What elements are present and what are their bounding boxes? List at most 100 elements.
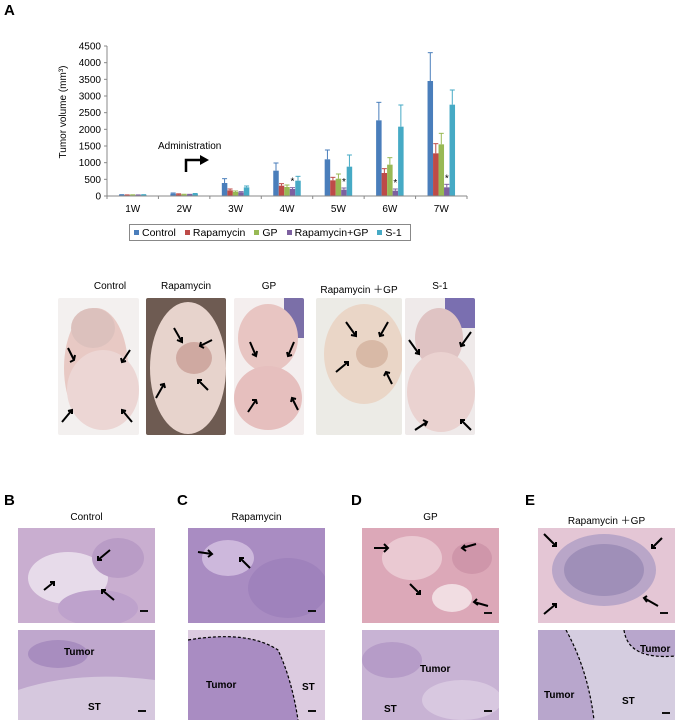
bar <box>398 126 404 196</box>
x-tick-label: 3W <box>228 204 244 215</box>
y-tick-label: 1000 <box>79 158 102 169</box>
bar <box>295 180 301 196</box>
panel-letter-c: C <box>177 492 188 509</box>
legend-label-rapamycin-gp: Rapamycin+GP <box>294 226 369 239</box>
photo-label-control: Control <box>93 281 127 292</box>
photo-label-s1: S-1 <box>432 281 448 292</box>
legend-swatch-rapamycin <box>184 230 190 235</box>
panel-letter-a: A <box>4 2 15 19</box>
mouse-photo-gp <box>234 298 304 435</box>
mouse-photo-rapamycin <box>146 298 226 435</box>
bar <box>376 120 382 196</box>
legend-swatch-s1 <box>377 230 383 235</box>
legend-item-control: Control <box>134 227 176 239</box>
administration-arrowhead <box>200 155 209 165</box>
x-tick-label: 5W <box>331 204 347 215</box>
tumor-label: Tumor <box>544 690 575 701</box>
bar <box>170 193 176 196</box>
x-tick-label: 4W <box>280 204 296 215</box>
photo-label-gp: GP <box>261 281 277 292</box>
legend-item-gp: GP <box>254 226 278 239</box>
legend-label-gp: GP <box>262 226 278 239</box>
y-tick-label: 4000 <box>79 58 102 69</box>
mouse-photo-s1 <box>405 298 475 435</box>
scale-bar <box>140 610 148 612</box>
significance-mark: * <box>291 177 295 188</box>
bar <box>387 164 393 196</box>
legend-item-rapamycin-gp: Rapamycin+GP <box>286 226 369 239</box>
bar <box>449 104 456 196</box>
y-axis-label: Tumor volume (mm³) <box>58 66 69 159</box>
tumor-label: Tumor <box>420 664 451 675</box>
bar <box>381 173 388 196</box>
legend-item-s1: S-1 <box>377 226 402 239</box>
panel-letter-e: E <box>525 492 536 509</box>
histology-title-control: Control <box>70 512 103 523</box>
tumor-label: Tumor <box>640 644 671 655</box>
y-tick-label: 4500 <box>79 42 102 53</box>
scale-bar <box>662 712 670 714</box>
y-tick-label: 1500 <box>79 142 102 153</box>
histology-top-rapamycin <box>188 528 325 623</box>
bar <box>192 194 198 196</box>
x-tick-label: 1W <box>125 204 141 215</box>
st-label: ST <box>384 704 397 715</box>
bar <box>238 192 244 196</box>
legend-swatch-rapamycin-gp <box>286 230 292 235</box>
y-tick-label: 3000 <box>79 92 102 103</box>
legend-item-rapamycin: Rapamycin <box>184 226 246 239</box>
x-tick-label: 7W <box>434 204 450 215</box>
bar <box>221 183 228 196</box>
scale-bar <box>484 710 492 712</box>
bar <box>243 187 250 196</box>
bar <box>227 190 233 196</box>
y-tick-label: 3500 <box>79 75 102 86</box>
bar <box>289 189 296 196</box>
y-tick-label: 2000 <box>79 125 102 136</box>
administration-annotation: Administration <box>158 141 221 152</box>
scale-bar <box>308 710 316 712</box>
bar <box>330 180 336 196</box>
chart-legend: Control Rapamycin GP Rapamycin+GP S-1 <box>129 224 411 241</box>
scale-bar <box>138 710 146 712</box>
bar <box>341 189 347 196</box>
legend-swatch-control <box>134 230 139 235</box>
st-label: ST <box>302 682 315 693</box>
bar <box>324 159 331 196</box>
histology-title-rapamycin-gp: Rapamycin ＋GP <box>567 516 646 527</box>
administration-arrow <box>184 158 202 172</box>
bar <box>335 178 342 196</box>
tumor-volume-chart: * * * * 0 500 1000 1500 2000 2500 3000 3500 4000 450… <box>58 42 468 215</box>
tumor-label: Tumor <box>206 680 237 691</box>
bar <box>346 166 353 196</box>
histology-bottom-control: Tumor ST <box>18 630 155 720</box>
y-tick-label: 500 <box>84 175 101 186</box>
significance-mark: * <box>342 177 346 188</box>
x-tick-label: 2W <box>177 204 193 215</box>
histology-top-gp <box>362 528 499 623</box>
panel-letter-b: B <box>4 492 15 509</box>
panel-letter-d: D <box>351 492 362 509</box>
bar <box>444 187 450 196</box>
y-tick-label: 2500 <box>79 108 102 119</box>
histology-bottom-gp: Tumor ST <box>362 630 499 720</box>
x-tick-label: 6W <box>382 204 398 215</box>
st-label: ST <box>88 702 101 713</box>
bar <box>175 194 182 196</box>
bar <box>278 185 285 196</box>
histology-title-rapamycin: Rapamycin <box>231 512 282 523</box>
histology-bottom-rapamycin-gp: Tumor Tumor ST <box>538 630 675 720</box>
histology-title-gp: GP <box>423 512 438 523</box>
mouse-photo-control <box>58 298 139 435</box>
st-label: ST <box>622 696 635 707</box>
bar <box>284 187 290 196</box>
bar <box>433 153 439 196</box>
scale-bar <box>660 612 668 614</box>
significance-mark: * <box>445 173 449 184</box>
legend-label-s1: S-1 <box>385 226 402 239</box>
legend-swatch-gp <box>254 230 260 235</box>
legend-label-rapamycin: Rapamycin <box>192 226 246 239</box>
bar <box>438 144 445 196</box>
tumor-label: Tumor <box>64 647 95 658</box>
bar <box>392 190 399 196</box>
